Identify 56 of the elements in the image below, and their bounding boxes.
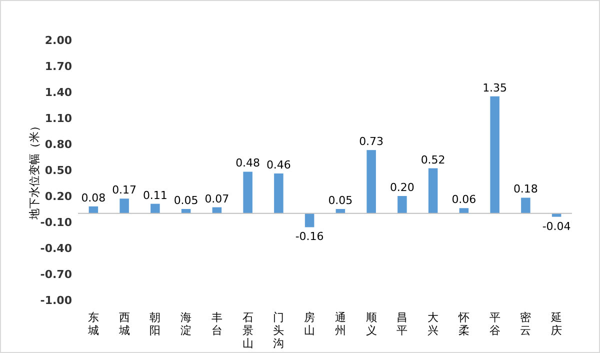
x-tick-label: 平谷 <box>489 311 500 337</box>
data-label: 0.73 <box>359 135 384 148</box>
x-tick-label: 东城 <box>86 311 99 337</box>
data-label: 0.07 <box>204 192 230 206</box>
bar <box>366 150 376 214</box>
data-label: 0.18 <box>513 182 538 196</box>
bar <box>243 172 252 214</box>
bar <box>459 208 469 214</box>
bar <box>398 196 407 214</box>
bar <box>521 198 530 214</box>
y-tick-label: 0.80 <box>44 138 72 151</box>
data-label: -0.04 <box>542 220 571 233</box>
data-label: 0.11 <box>142 188 168 202</box>
y-tick-label: -0.70 <box>40 268 72 281</box>
y-tick-label: 1.40 <box>44 86 72 99</box>
y-tick-label: 0.50 <box>44 164 72 177</box>
x-tick-label: 石景山 <box>242 311 254 350</box>
x-tick-label: 大兴 <box>428 311 439 337</box>
bar <box>304 213 314 228</box>
y-tick-label: 0.20 <box>44 190 72 203</box>
y-tick-label: 2.00 <box>44 34 72 47</box>
bar <box>428 168 438 214</box>
x-tick-label: 西城 <box>118 311 130 337</box>
data-label: 0.20 <box>390 181 414 194</box>
x-tick-label: 朝阳 <box>150 311 161 337</box>
data-label: 0.05 <box>174 194 198 207</box>
x-tick-label: 房山 <box>304 311 316 337</box>
bar <box>490 96 500 214</box>
y-tick-label: -0.10 <box>40 216 72 229</box>
y-tick-label: -1.00 <box>40 294 72 307</box>
data-label: 0.05 <box>328 194 353 207</box>
y-tick-label: -0.40 <box>40 242 72 255</box>
data-label: 0.08 <box>81 191 106 204</box>
x-tick-label: 顺义 <box>366 311 377 337</box>
y-tick-label: 1.70 <box>44 60 72 73</box>
x-tick-label: 丰台 <box>211 311 222 337</box>
data-label: 0.48 <box>236 156 260 170</box>
x-tick-label: 海淀 <box>180 311 192 337</box>
data-label: 1.35 <box>482 81 508 94</box>
bar <box>150 204 160 214</box>
x-tick-label: 门头沟 <box>273 311 284 350</box>
bar <box>88 206 98 214</box>
x-tick-label: 昌平 <box>396 311 408 337</box>
data-label: 0.17 <box>112 184 137 197</box>
x-tick-label: 通州 <box>334 311 346 337</box>
y-axis-title: 地下水位变幅（米） <box>28 120 41 220</box>
bar <box>120 198 129 214</box>
x-tick-label: 延庆 <box>550 311 562 337</box>
x-tick-label: 怀柔 <box>457 311 470 337</box>
bar <box>274 173 284 214</box>
data-label: -0.16 <box>295 230 324 244</box>
x-tick-label: 密云 <box>520 311 532 337</box>
data-label: 0.06 <box>452 193 476 206</box>
data-label: 0.46 <box>266 158 291 172</box>
y-tick-label: 1.10 <box>44 112 72 125</box>
data-label: 0.52 <box>420 153 446 166</box>
